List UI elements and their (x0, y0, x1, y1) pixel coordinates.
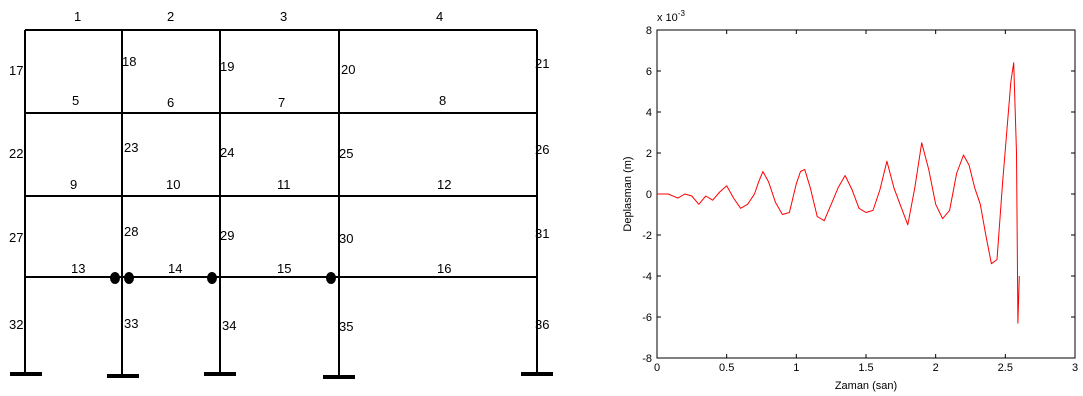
member-label-35: 35 (339, 319, 353, 334)
x-tick-label: 3 (1072, 362, 1078, 374)
y-axis-label: Deplasman (m) (622, 156, 634, 231)
member-label-3: 3 (280, 9, 287, 24)
member-label-1: 1 (74, 9, 81, 24)
plot-area (656, 29, 1076, 359)
y-tick-label: -4 (642, 271, 652, 283)
member-label-13: 13 (71, 261, 85, 276)
member-label-26: 26 (535, 142, 549, 157)
member-label-31: 31 (535, 226, 549, 241)
member-label-25: 25 (339, 146, 353, 161)
member-label-18: 18 (122, 54, 136, 69)
member-label-12: 12 (437, 177, 451, 192)
displacement-series-line (657, 62, 1020, 324)
member-label-30: 30 (339, 231, 353, 246)
member-label-34: 34 (222, 318, 236, 333)
supports (10, 372, 553, 379)
x-tick-label: 2.5 (998, 362, 1013, 374)
member-label-11: 11 (277, 177, 291, 192)
x-tick-label: 0.5 (719, 362, 734, 374)
x-axis-label: Zaman (san) (835, 380, 897, 392)
member-label-4: 4 (436, 9, 443, 24)
x-tick-label: 1.5 (858, 362, 873, 374)
series-group (657, 62, 1020, 324)
member-label-28: 28 (124, 224, 138, 239)
member-label-14: 14 (168, 261, 182, 276)
member-label-2: 2 (167, 9, 174, 24)
member-label-21: 21 (535, 56, 549, 71)
x-axis-ticks: 0 0.5 1 1.5 2 2.5 3 (654, 30, 1078, 374)
member-label-7: 7 (278, 95, 285, 110)
member-label-16: 16 (437, 261, 451, 276)
member-label-23: 23 (124, 140, 138, 155)
member-label-27: 27 (9, 230, 23, 245)
y-tick-label: -2 (642, 230, 652, 242)
member-label-32: 32 (9, 317, 23, 332)
member-label-19: 19 (220, 59, 234, 74)
y-tick-label: -6 (642, 312, 652, 324)
member-label-5: 5 (72, 93, 79, 108)
member-label-9: 9 (70, 177, 77, 192)
y-exponent-label: x 10-3 (657, 9, 685, 24)
x-tick-label: 2 (933, 362, 939, 374)
y-exponent-power: -3 (678, 9, 686, 18)
hinge-marker (207, 272, 217, 284)
y-axis-ticks: 8 6 4 2 0 -2 -4 -6 -8 (642, 25, 1075, 365)
y-tick-label: 6 (646, 66, 652, 78)
y-tick-label: 2 (646, 148, 652, 160)
y-tick-label: 0 (646, 189, 652, 201)
hinge-marker (326, 272, 336, 284)
member-label-6: 6 (167, 95, 174, 110)
hinge-marker (124, 272, 134, 284)
member-label-22: 22 (9, 146, 23, 161)
member-label-36: 36 (535, 317, 549, 332)
y-tick-label: 8 (646, 25, 652, 37)
member-label-17: 17 (9, 63, 23, 78)
member-label-15: 15 (277, 261, 291, 276)
member-label-29: 29 (220, 228, 234, 243)
hinge-marker (110, 272, 120, 284)
member-label-10: 10 (166, 177, 180, 192)
member-label-20: 20 (341, 62, 355, 77)
member-label-24: 24 (220, 145, 234, 160)
plastic-hinges (110, 272, 336, 284)
y-tick-label: -8 (642, 353, 652, 365)
x-tick-label: 0 (654, 362, 660, 374)
x-tick-label: 1 (793, 362, 799, 374)
y-tick-label: 4 (646, 107, 652, 119)
member-label-33: 33 (124, 316, 138, 331)
member-label-8: 8 (439, 93, 446, 108)
